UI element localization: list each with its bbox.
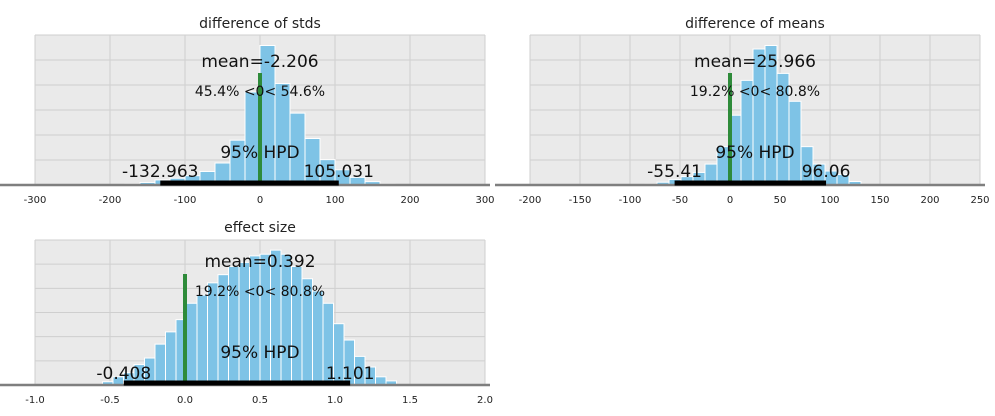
x-tick-label: 250 — [970, 195, 989, 206]
hpd-low-label: -0.408 — [96, 364, 151, 384]
x-tick-label: -0.5 — [100, 395, 120, 406]
x-tick-label: 100 — [325, 195, 344, 206]
histogram-bar — [244, 91, 261, 186]
hpd-label: 95% HPD — [220, 143, 299, 163]
x-tick-label: -200 — [99, 195, 122, 206]
x-tick-label: 100 — [820, 195, 839, 206]
histogram-bar — [186, 302, 198, 386]
histogram-bar — [154, 343, 166, 386]
x-tick-label: 50 — [774, 195, 787, 206]
mean-label: mean=-2.206 — [201, 52, 318, 72]
x-tick-label: 300 — [475, 195, 494, 206]
histogram-bar — [259, 253, 271, 386]
panel-title: difference of stds — [199, 16, 321, 32]
histogram-bar — [165, 331, 177, 386]
hpd-low-label: -132.963 — [122, 162, 198, 182]
x-tick-label: 1.5 — [402, 395, 418, 406]
histogram-bar — [249, 255, 261, 386]
hpd-high-label: 96.06 — [802, 162, 851, 182]
hpd-high-label: 105.031 — [304, 162, 374, 182]
x-tick-label: 0 — [727, 195, 733, 206]
hpd-label: 95% HPD — [715, 143, 794, 163]
panel-title: difference of means — [685, 16, 825, 32]
histogram-bar — [280, 253, 292, 386]
x-tick-label: 0.5 — [252, 395, 268, 406]
x-tick-label: 200 — [920, 195, 939, 206]
x-tick-label: 200 — [400, 195, 419, 206]
x-tick-label: -1.0 — [25, 395, 45, 406]
histogram-bar — [312, 290, 324, 386]
hpd-low-label: -55.41 — [647, 162, 702, 182]
hpd-high-label: 1.101 — [326, 364, 375, 384]
x-tick-label: 1.0 — [327, 395, 343, 406]
panel-1: difference of stds -300 -200 -100 0 100 200 300… — [0, 16, 495, 206]
x-tick-label: 0 — [257, 195, 263, 206]
reference-percent-label: 45.4% <0< 54.6% — [195, 84, 325, 100]
x-tick-label: -100 — [619, 195, 642, 206]
panel-2: difference of means -200 -150 -100 -50 0 50 100… — [495, 16, 990, 206]
panel-title: effect size — [224, 220, 296, 236]
x-tick-label: -50 — [672, 195, 688, 206]
x-tick-label: -150 — [569, 195, 592, 206]
x-tick-label: 2.0 — [477, 395, 493, 406]
x-tick-label: 0.0 — [177, 395, 193, 406]
x-tick-label: -200 — [519, 195, 542, 206]
mean-label: mean=25.966 — [694, 52, 816, 72]
hpd-label: 95% HPD — [220, 343, 299, 363]
x-tick-label: -100 — [174, 195, 197, 206]
panel-3: effect size -1.0 -0.5 0.0 0.5 1.0 1.5 2.0 mean=0… — [0, 220, 493, 406]
histogram-bar — [196, 294, 208, 386]
x-tick-label: 150 — [870, 195, 889, 206]
reference-percent-label: 19.2% <0< 80.8% — [690, 84, 820, 100]
reference-percent-label: 19.2% <0< 80.8% — [195, 284, 325, 300]
x-tick-label: -300 — [24, 195, 47, 206]
histogram-bar — [238, 261, 250, 386]
mean-label: mean=0.392 — [204, 252, 315, 272]
